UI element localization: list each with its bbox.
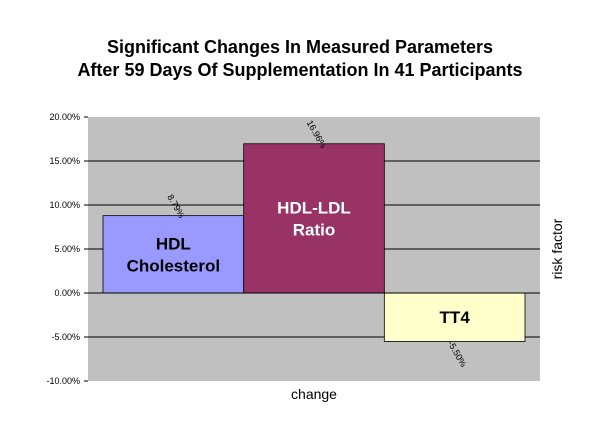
y-tick-label: -10.00% — [46, 376, 80, 386]
bar-label: TT4 — [440, 308, 471, 327]
y-axis-label: risk factor — [549, 218, 565, 279]
y-tick-label: 5.00% — [54, 244, 80, 254]
bar-labels: HDL Cholesterol HDL-LDL Ratio TT4 — [127, 198, 471, 327]
y-tick-label: 15.00% — [49, 156, 80, 166]
x-axis-label: change — [291, 386, 337, 402]
chart-title: Significant Changes In Measured Paramete… — [0, 36, 600, 82]
y-axis-ticks: -10.00% -5.00% 0.00% 5.00% 10.00% 15.00% 20.00… — [46, 112, 88, 386]
bar-label: HDL — [156, 234, 191, 253]
y-tick-label: -5.00% — [51, 332, 80, 342]
chart-title-line-2: After 59 Days Of Supplementation In 41 P… — [77, 60, 523, 80]
bars — [102, 143, 526, 342]
bar — [102, 215, 245, 294]
bar-label: Ratio — [293, 220, 336, 239]
y-tick-label: 0.00% — [54, 288, 80, 298]
bar — [383, 292, 526, 342]
bar-label: Cholesterol — [127, 256, 221, 275]
y-tick-label: 20.00% — [49, 112, 80, 122]
bar — [243, 143, 385, 294]
bar-label: HDL-LDL — [277, 198, 351, 217]
chart-title-line-1: Significant Changes In Measured Paramete… — [106, 37, 494, 57]
y-tick-label: 10.00% — [49, 200, 80, 210]
